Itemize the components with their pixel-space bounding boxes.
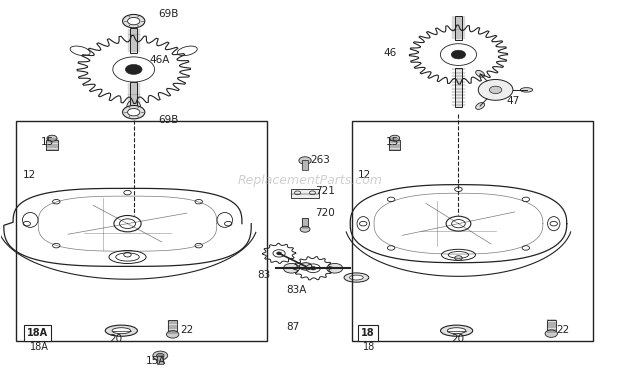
- Circle shape: [300, 226, 310, 232]
- Text: 20: 20: [109, 334, 122, 344]
- Bar: [157, 355, 164, 364]
- Text: 18A: 18A: [27, 328, 48, 338]
- Text: 18: 18: [363, 342, 375, 352]
- Circle shape: [128, 109, 140, 116]
- Ellipse shape: [105, 325, 138, 336]
- Text: 12: 12: [22, 170, 35, 181]
- Circle shape: [299, 157, 311, 164]
- Bar: [352, 122, 593, 341]
- Text: 69B: 69B: [159, 115, 179, 125]
- Circle shape: [390, 135, 400, 141]
- Text: 12: 12: [358, 170, 371, 181]
- Circle shape: [167, 331, 179, 338]
- Text: 15: 15: [41, 137, 54, 147]
- Circle shape: [478, 79, 513, 100]
- Circle shape: [157, 353, 164, 358]
- Circle shape: [125, 65, 142, 75]
- Text: 83A: 83A: [286, 285, 307, 295]
- Bar: [302, 160, 308, 170]
- Circle shape: [283, 263, 299, 273]
- Circle shape: [327, 263, 343, 273]
- Circle shape: [299, 263, 312, 270]
- Text: 46A: 46A: [149, 55, 169, 65]
- Text: 720: 720: [315, 208, 335, 218]
- Bar: [291, 189, 319, 198]
- Ellipse shape: [520, 88, 533, 92]
- Text: 721: 721: [315, 186, 335, 196]
- Circle shape: [489, 86, 502, 94]
- Circle shape: [451, 50, 466, 59]
- Text: ReplacementParts.com: ReplacementParts.com: [237, 175, 383, 187]
- Bar: [302, 218, 308, 229]
- Bar: [130, 28, 138, 53]
- Text: 22: 22: [556, 325, 569, 335]
- Bar: [16, 122, 267, 341]
- Circle shape: [310, 267, 316, 270]
- Text: 83: 83: [257, 270, 271, 280]
- Text: 15A: 15A: [146, 356, 166, 366]
- Ellipse shape: [344, 273, 369, 282]
- Bar: [46, 140, 58, 150]
- Circle shape: [47, 135, 57, 141]
- Text: 20: 20: [451, 334, 464, 344]
- Bar: [454, 68, 462, 107]
- Circle shape: [277, 252, 281, 255]
- Text: 18: 18: [361, 328, 375, 338]
- Text: 22: 22: [180, 325, 193, 335]
- Circle shape: [123, 15, 145, 28]
- Text: 18A: 18A: [30, 342, 49, 352]
- Circle shape: [128, 18, 140, 25]
- Bar: [547, 320, 556, 333]
- Circle shape: [123, 106, 145, 119]
- Text: 15: 15: [386, 137, 399, 147]
- Text: 69B: 69B: [159, 9, 179, 19]
- Bar: [130, 82, 138, 107]
- Ellipse shape: [441, 325, 472, 336]
- Bar: [169, 320, 177, 333]
- Ellipse shape: [448, 328, 466, 334]
- Text: 263: 263: [310, 156, 330, 166]
- Circle shape: [153, 351, 168, 360]
- Text: 46: 46: [383, 48, 396, 58]
- Text: 47: 47: [507, 96, 520, 106]
- Circle shape: [545, 330, 557, 337]
- Text: 87: 87: [286, 322, 299, 332]
- Ellipse shape: [476, 103, 485, 109]
- Ellipse shape: [476, 70, 485, 77]
- Ellipse shape: [350, 275, 363, 280]
- Bar: [454, 16, 462, 40]
- Ellipse shape: [112, 328, 131, 334]
- Bar: [389, 140, 401, 150]
